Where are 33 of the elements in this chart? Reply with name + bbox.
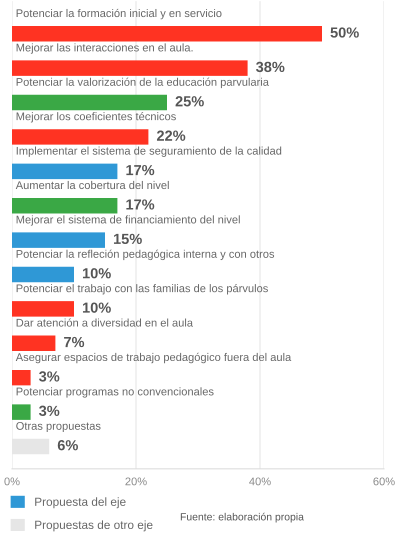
y-tick-label: Asegurar espacios de trabajo pedagógico fuera del aula <box>16 352 292 364</box>
data-label: 22% <box>156 130 186 141</box>
legend-label: Propuesta del eje <box>35 497 126 508</box>
data-label: 15% <box>114 234 142 244</box>
source-note: Fuente: elaboración propia <box>180 512 304 523</box>
y-tick-label: Potenciar la formación inicial y en servicio <box>16 8 222 20</box>
y-tick-label: Dar atención a diversidad en el aula <box>16 318 193 327</box>
y-tick-label: Mejorar el sistema de financiamiento del nivel <box>16 215 240 226</box>
data-label: 50% <box>330 27 359 38</box>
data-label: 10% <box>82 268 111 278</box>
data-label: 3% <box>38 406 60 416</box>
x-tick-label: 60% <box>373 477 395 486</box>
y-tick-label: Potenciar la refleción pedagógica interna y con otros <box>16 250 274 260</box>
y-tick-label: Aumentar la cobertura del nivel <box>16 180 169 190</box>
data-label: 25% <box>176 96 204 106</box>
x-tick-label: 20% <box>125 477 147 486</box>
data-label: 3% <box>38 371 60 382</box>
y-tick-label: Potenciar el trabajo con las familias de los párvulos <box>16 284 268 294</box>
x-tick-label: 0% <box>4 477 20 486</box>
data-label: 6% <box>58 440 78 450</box>
data-label: 38% <box>256 62 284 72</box>
y-tick-label: Mejorar las interacciones en el aula. <box>16 43 193 54</box>
y-tick-label: Potenciar la valorización de la educación parvularia <box>16 78 269 88</box>
y-tick-label: Implementar el sistema de seguramiento de la calidad <box>16 146 282 157</box>
legend-label: Propuestas de otro eje <box>35 520 152 532</box>
y-tick-label: Mejorar los coeficientes técnicos <box>16 112 176 122</box>
data-label: 17% <box>126 199 154 210</box>
data-label: 17% <box>126 164 154 176</box>
data-label: 10% <box>82 302 111 313</box>
data-label: 7% <box>64 336 84 348</box>
x-tick-label: 40% <box>249 477 271 486</box>
y-tick-label: Otras propuestas <box>16 422 101 432</box>
y-tick-label: Potenciar programas no convencionales <box>16 387 214 398</box>
